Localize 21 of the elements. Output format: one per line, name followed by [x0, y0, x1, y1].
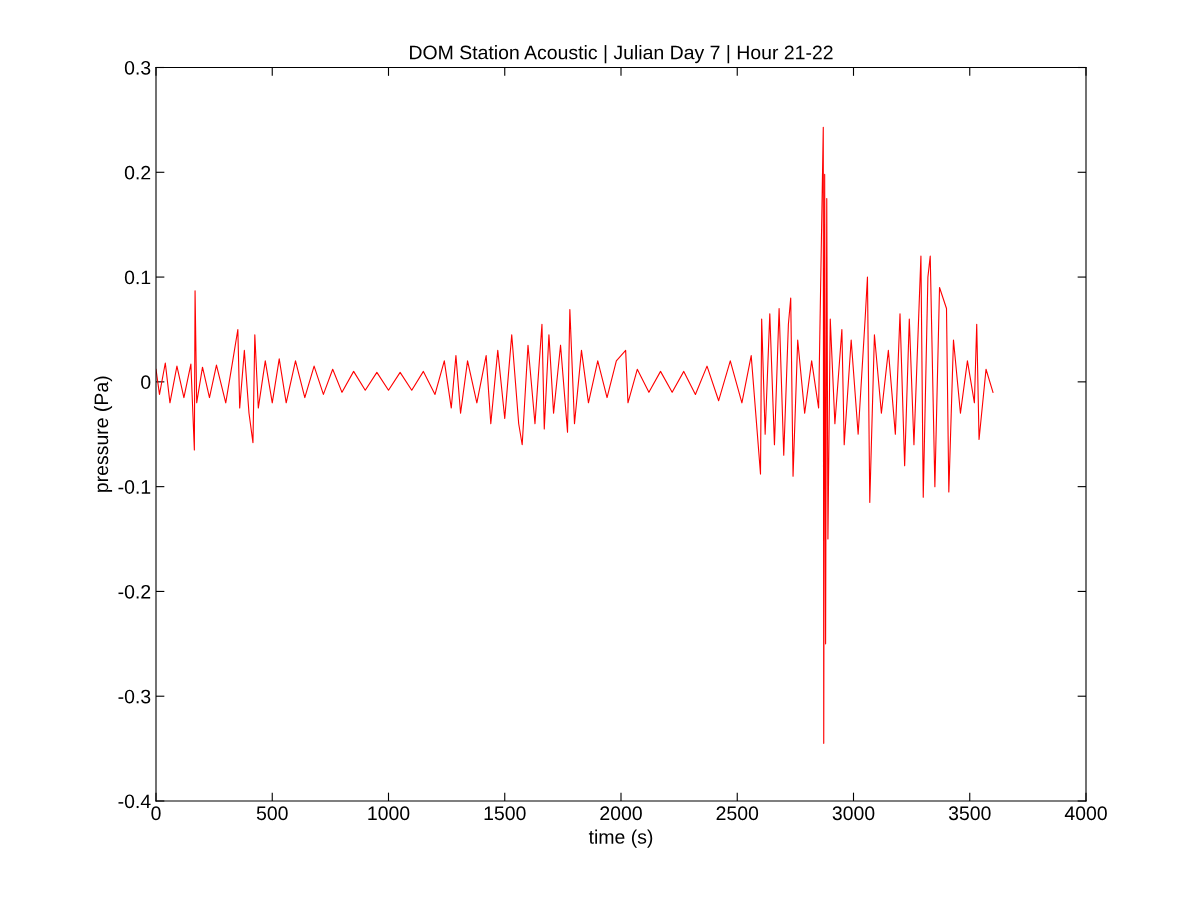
- x-tick-label: 0: [151, 806, 161, 821]
- x-tick-label: 2500: [716, 806, 759, 821]
- y-tick-label: 0.1: [124, 270, 151, 285]
- y-tick-label: -0.3: [118, 689, 151, 704]
- x-tick-label: 1000: [368, 806, 410, 821]
- x-tick-label: 500: [256, 806, 288, 821]
- chart-title: DOM Station Acoustic | Julian Day 7 | Hour 21-22: [410, 45, 833, 64]
- x-tick-label: 3500: [948, 806, 991, 821]
- x-tick-label: 2000: [600, 806, 642, 821]
- x-axis-title: time (s): [588, 829, 653, 848]
- y-tick-label: 0.2: [124, 165, 151, 180]
- y-tick-label: 0: [141, 375, 151, 390]
- line-series: [156, 126, 994, 744]
- y-axis-title: pressure (Pa): [93, 376, 113, 492]
- x-tick-label: 4000: [1064, 806, 1107, 821]
- y-tick-label: -0.4: [118, 794, 151, 809]
- y-tick-label: -0.1: [118, 480, 151, 494]
- x-tick-label: 1500: [484, 806, 526, 821]
- x-tick-label: 3000: [832, 806, 875, 821]
- y-tick-label: 0.3: [124, 60, 151, 75]
- y-tick-label: -0.2: [118, 584, 151, 599]
